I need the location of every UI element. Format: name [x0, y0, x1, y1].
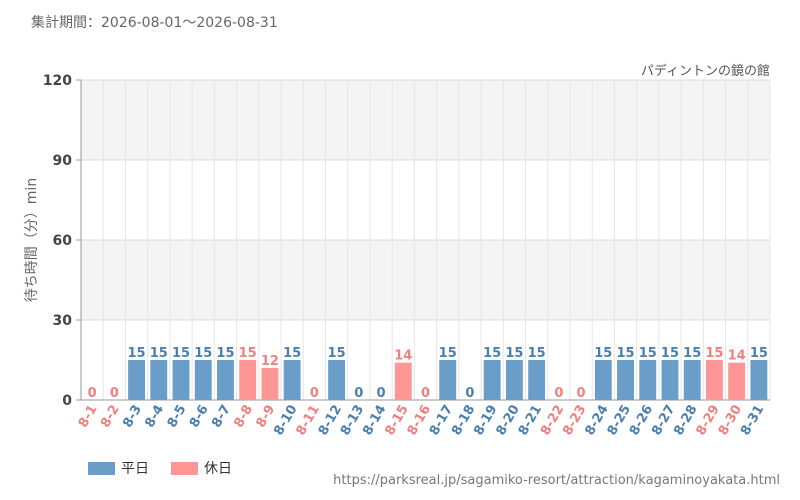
attraction-name: パディントンの鏡の館	[640, 64, 770, 79]
legend-swatch-holiday	[171, 461, 198, 475]
data-label-8-10: 15	[283, 346, 301, 361]
bar-8-3	[128, 360, 146, 400]
y-axis-label: 待ち時間（分）min	[24, 178, 40, 302]
bar-8-27	[661, 360, 679, 400]
data-label-8-1: 0	[88, 386, 97, 401]
data-label-8-24: 15	[594, 346, 612, 361]
bar-8-17	[439, 360, 457, 400]
data-label-8-9: 12	[261, 354, 279, 369]
x-tick-label-8-31: 8-31	[738, 403, 767, 439]
data-label-8-12: 15	[328, 346, 346, 361]
x-tick-label-8-1: 8-1	[76, 403, 101, 431]
bar-8-20	[505, 360, 523, 400]
data-label-8-27: 15	[661, 346, 679, 361]
bar-8-19	[483, 360, 501, 400]
data-label-8-6: 15	[194, 346, 212, 361]
y-tick-label: 30	[53, 313, 73, 329]
bar-8-26	[639, 360, 657, 400]
data-label-8-17: 15	[439, 346, 457, 361]
data-label-8-30: 14	[728, 349, 746, 364]
data-label-8-21: 15	[528, 346, 546, 361]
y-tick-label: 90	[53, 153, 73, 169]
data-label-8-11: 0	[310, 386, 319, 401]
data-label-8-26: 15	[639, 346, 657, 361]
bar-8-4	[150, 360, 168, 400]
legend-label-holiday: 休日	[204, 461, 232, 477]
legend: 平日 休日	[88, 458, 254, 478]
bar-8-24	[594, 360, 612, 400]
data-label-8-23: 0	[577, 386, 586, 401]
x-tick-label-8-5: 8-5	[165, 403, 190, 431]
data-label-8-28: 15	[683, 346, 701, 361]
data-label-8-3: 15	[128, 346, 146, 361]
data-label-8-5: 15	[172, 346, 190, 361]
bar-8-12	[328, 360, 346, 400]
x-tick-label-8-2: 8-2	[98, 403, 123, 431]
source-url: https://parksreal.jp/sagamiko-resort/att…	[333, 473, 780, 488]
bar-8-30	[728, 362, 746, 400]
grid-band	[81, 160, 770, 240]
x-tick-label-8-4: 8-4	[143, 403, 168, 431]
bar-8-7	[217, 360, 234, 400]
period-label: 集計期間：2026-08-01～2026-08-31	[31, 15, 278, 31]
bar-8-31	[750, 360, 768, 400]
data-label-8-15: 14	[394, 349, 412, 364]
bar-8-5	[172, 360, 190, 400]
legend-item-weekday: 平日	[88, 458, 149, 478]
bar-8-9	[261, 368, 279, 400]
data-label-8-18: 0	[465, 386, 474, 401]
bar-8-21	[528, 360, 546, 400]
bar-8-15	[394, 362, 412, 400]
bar-8-28	[683, 360, 701, 400]
data-label-8-19: 15	[483, 346, 501, 361]
data-label-8-25: 15	[616, 346, 634, 361]
legend-label-weekday: 平日	[121, 461, 149, 477]
data-label-8-4: 15	[150, 346, 168, 361]
bar-8-10	[283, 360, 301, 400]
bar-8-29	[705, 360, 723, 400]
x-tick-label-8-8: 8-8	[231, 403, 256, 431]
bar-8-6	[194, 360, 212, 400]
grid-band	[81, 240, 770, 320]
x-tick-label-8-3: 8-3	[120, 403, 145, 431]
data-label-8-2: 0	[110, 386, 119, 401]
data-label-8-20: 15	[505, 346, 523, 361]
y-tick-label: 0	[62, 393, 72, 409]
legend-swatch-weekday	[88, 461, 115, 475]
data-label-8-31: 15	[750, 346, 768, 361]
y-tick-label: 120	[43, 73, 72, 89]
bar-8-8	[239, 360, 257, 400]
data-label-8-14: 0	[377, 386, 386, 401]
data-label-8-7: 15	[216, 346, 234, 361]
data-label-8-16: 0	[421, 386, 430, 401]
data-label-8-22: 0	[554, 386, 563, 401]
grid-band	[81, 80, 770, 160]
x-tick-label-8-7: 8-7	[209, 403, 234, 431]
bar-8-25	[617, 360, 634, 400]
data-label-8-13: 0	[354, 386, 363, 401]
legend-item-holiday: 休日	[171, 458, 232, 478]
x-tick-label-8-6: 8-6	[187, 403, 212, 431]
y-tick-label: 60	[53, 233, 73, 249]
data-label-8-8: 15	[239, 346, 257, 361]
data-label-8-29: 15	[705, 346, 723, 361]
